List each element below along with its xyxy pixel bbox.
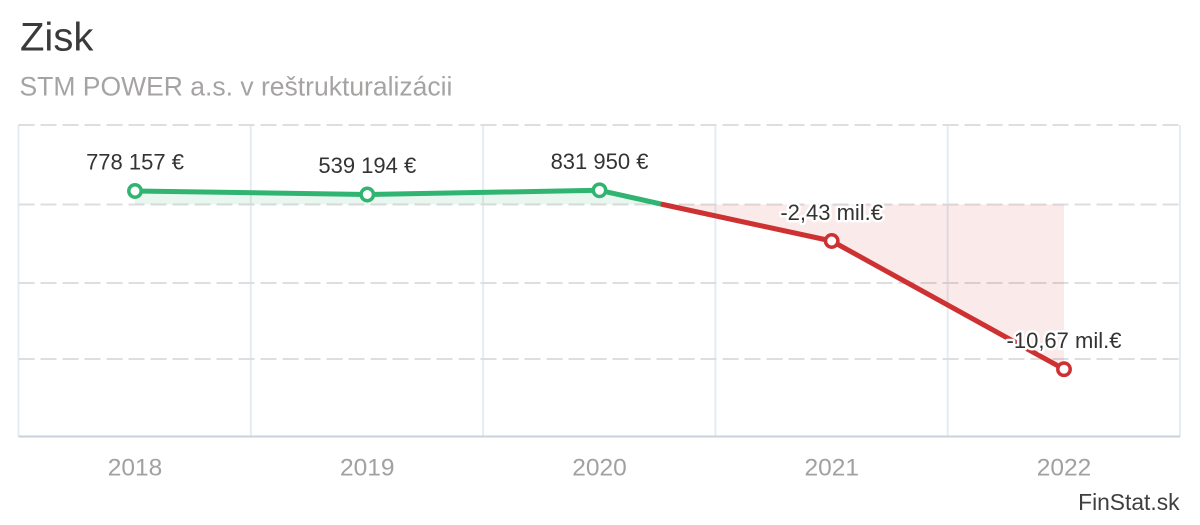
svg-text:2019: 2019 [340, 455, 395, 482]
svg-text:Zisk: Zisk [20, 16, 94, 60]
svg-text:778 157 €: 778 157 € [86, 150, 184, 175]
svg-text:-10,67 mil.€: -10,67 mil.€ [1007, 328, 1122, 353]
svg-text:-2,43 mil.€: -2,43 mil.€ [780, 200, 883, 225]
svg-text:2020: 2020 [572, 455, 627, 482]
svg-text:2021: 2021 [804, 455, 859, 482]
svg-text:FinStat.sk: FinStat.sk [1078, 489, 1180, 515]
svg-text:2022: 2022 [1037, 455, 1092, 482]
svg-text:831 950 €: 831 950 € [551, 149, 649, 174]
svg-text:539 194 €: 539 194 € [318, 153, 416, 178]
svg-text:2018: 2018 [108, 455, 163, 482]
svg-text:STM POWER a.s. v reštrukturali: STM POWER a.s. v reštrukturalizácii [20, 72, 453, 102]
